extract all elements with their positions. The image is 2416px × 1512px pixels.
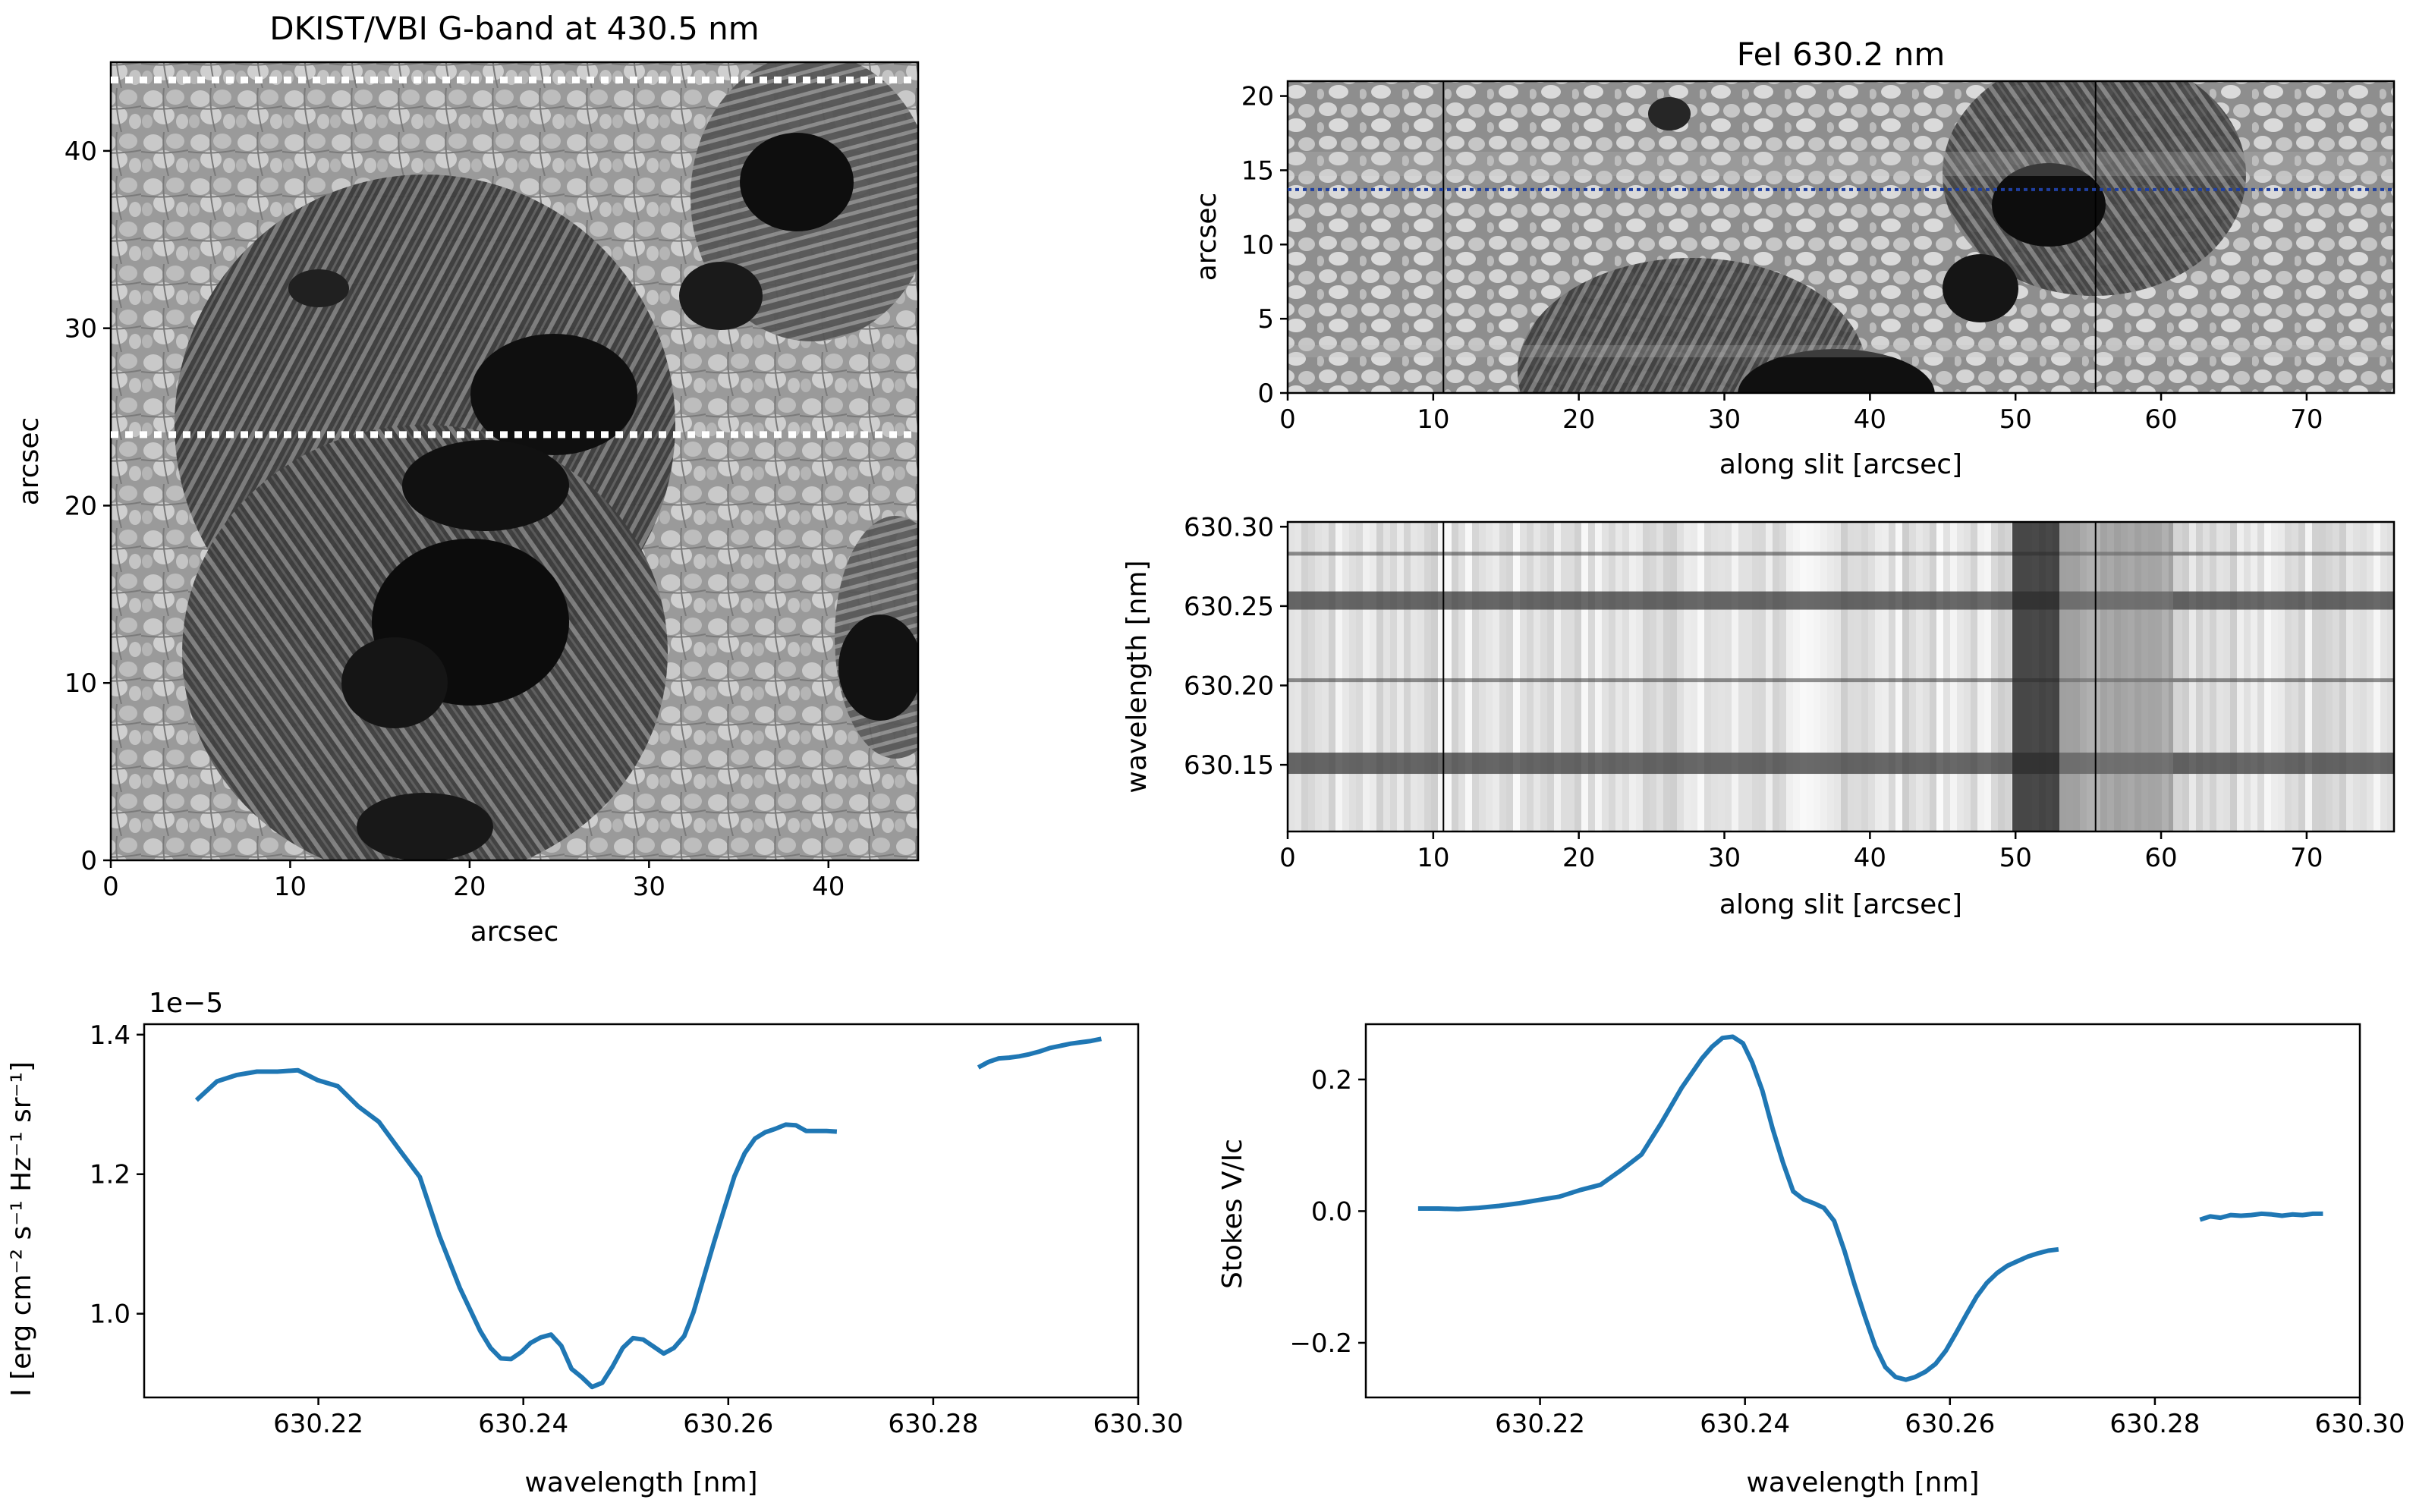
gband-image: [111, 62, 918, 860]
y-tick-label: 630.30: [1184, 512, 1274, 542]
gband-ylabel: arcsec: [14, 417, 45, 506]
x-tick-label: 10: [1417, 404, 1449, 435]
y-tick-label: 10: [1241, 230, 1274, 260]
y-tick-label: 40: [64, 137, 97, 167]
x-tick-label: 630.30: [2315, 1409, 2405, 1439]
absorption-line: [1288, 591, 2394, 610]
stokes-v-series: [1417, 1034, 2323, 1382]
spectrogram-panel: 0 10 20 30 40 50 60 70630.15630.20630.25630.30 …: [1121, 512, 2396, 920]
fei-map-panel: 0 10 20 30 40 50 60 70 0 5 10 15 20 FeI 630.2 nm alo…: [1191, 36, 2396, 480]
x-tick-label: 630.24: [1700, 1409, 1790, 1439]
y-tick-label: 0: [1257, 379, 1274, 409]
x-tick-label: 20: [453, 872, 486, 902]
spectrogram-markers: [1442, 522, 2097, 831]
y-tick-label: 30: [64, 314, 97, 344]
x-tick-label: 20: [1562, 404, 1595, 435]
y-tick-label: 0.2: [1311, 1065, 1352, 1095]
x-tick-label: 10: [274, 872, 307, 902]
x-tick-label: 70: [2290, 843, 2323, 873]
x-tick-label: 630.22: [273, 1409, 363, 1439]
gband-image-panel: 0 10 20 30 40 0 10 20 30 40 DKIST/VBI G-band at 4…: [14, 10, 920, 948]
y-tick-label: 0: [80, 846, 97, 876]
gband-title: DKIST/VBI G-band at 430.5 nm: [269, 10, 759, 47]
x-tick-label: 60: [2144, 843, 2177, 873]
spectrogram-axes: 0 10 20 30 40 50 60 70 630.15 630.20 630.25 630.30: [1184, 512, 2323, 873]
stokes-v-axes: 630.22 630.24 630.26 630.28 630.30 −0.2 0.0 0.2: [1289, 1065, 2405, 1439]
y-tick-label: 15: [1241, 156, 1274, 186]
y-tick-label: 5: [1257, 304, 1274, 335]
stokes-v-ylabel: Stokes V/Ic: [1217, 1139, 1248, 1289]
stokes-v-profile-panel: 630.22 630.24 630.26 630.28 630.30 −0.2 0.0 0.2…: [1217, 1023, 2405, 1498]
stokes-v-xlabel: wavelength [nm]: [1746, 1467, 1979, 1498]
x-tick-label: 30: [1708, 404, 1741, 435]
x-tick-label: 70: [2290, 404, 2323, 435]
y-tick-label: 630.25: [1184, 592, 1274, 622]
y-tick-label: −0.2: [1289, 1328, 1352, 1359]
profile-line-segment: [1417, 1034, 2059, 1382]
intensity-profile-panel: 630.22 630.24 630.26 630.28 630.301.01.21.4 …: [6, 988, 1183, 1498]
x-tick-label: 630.28: [2109, 1409, 2200, 1439]
x-tick-label: 40: [812, 872, 845, 902]
spectrogram-ylabel: wavelength [nm]: [1121, 560, 1153, 793]
x-tick-label: 30: [1708, 843, 1741, 873]
x-tick-label: 50: [1999, 404, 2032, 435]
x-tick-label: 630.26: [1905, 1409, 1995, 1439]
gband-axes: 0 10 20 30 40 0 10 20 30 40: [64, 137, 845, 902]
gband-xlabel: arcsec: [470, 916, 559, 948]
profile-line-segment: [194, 1067, 838, 1390]
x-tick-label: 50: [1999, 843, 2032, 873]
y-tick-label: 1.4: [90, 1020, 131, 1051]
y-tick-label: 20: [1241, 82, 1274, 112]
fei-map-xlabel: along slit [arcsec]: [1719, 449, 1962, 480]
intensity-offset-text: 1e−5: [149, 988, 223, 1019]
absorption-line: [1288, 678, 2394, 683]
y-tick-label: 0.0: [1311, 1196, 1352, 1227]
absorption-line: [1288, 552, 2394, 556]
x-tick-label: 630.28: [888, 1409, 978, 1439]
x-tick-label: 630.30: [1093, 1409, 1184, 1439]
y-tick-label: 10: [64, 668, 97, 699]
x-tick-label: 40: [1854, 843, 1886, 873]
intensity-axes: 630.22 630.24 630.26 630.28 630.30 1.0 1.2 1.4: [90, 1020, 1184, 1439]
x-tick-label: 0: [1279, 843, 1296, 873]
spectrogram-image: [1288, 522, 2394, 831]
absorption-line: [1288, 753, 2394, 775]
gband-slit-lines: [111, 76, 918, 439]
fei-map-ylabel: arcsec: [1191, 193, 1222, 281]
fei-map-markers: [1288, 81, 2394, 393]
x-tick-label: 30: [633, 872, 665, 902]
y-tick-label: 630.15: [1184, 750, 1274, 781]
intensity-xlabel: wavelength [nm]: [524, 1467, 757, 1498]
x-tick-label: 10: [1417, 843, 1449, 873]
y-tick-label: 630.20: [1184, 671, 1274, 702]
x-tick-label: 630.22: [1495, 1409, 1585, 1439]
x-tick-label: 20: [1562, 843, 1595, 873]
y-tick-label: 1.2: [90, 1160, 131, 1190]
x-tick-label: 630.24: [478, 1409, 568, 1439]
fei-map-title: FeI 630.2 nm: [1737, 36, 1946, 73]
fei-map-image: [1288, 81, 2394, 393]
y-tick-label: 1.0: [90, 1300, 131, 1330]
spectrogram-xlabel: along slit [arcsec]: [1719, 889, 1962, 920]
x-tick-label: 0: [102, 872, 119, 902]
fei-map-axes: 0 10 20 30 40 50 60 70 0 5 10 15 20: [1241, 82, 2323, 435]
profile-line-segment: [977, 1036, 1103, 1070]
y-tick-label: 20: [64, 491, 97, 521]
intensity-series: [194, 1036, 1103, 1390]
x-tick-label: 60: [2144, 404, 2177, 435]
profile-line-segment: [2199, 1211, 2323, 1222]
x-tick-label: 0: [1279, 404, 1296, 435]
x-tick-label: 630.26: [683, 1409, 773, 1439]
intensity-ylabel: I [erg cm⁻² s⁻¹ Hz⁻¹ sr⁻¹]: [6, 1061, 37, 1397]
x-tick-label: 40: [1854, 404, 1886, 435]
